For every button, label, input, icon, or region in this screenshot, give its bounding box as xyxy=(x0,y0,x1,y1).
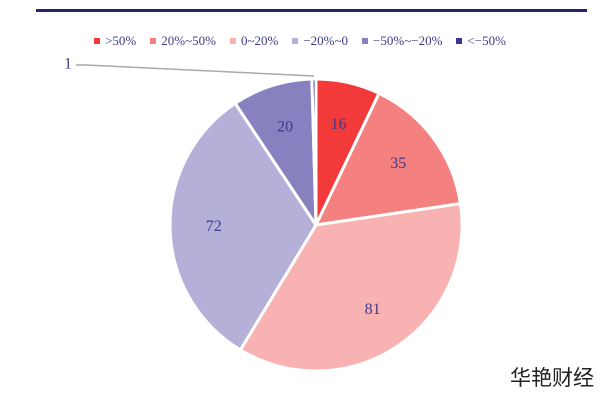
legend-label: <−50% xyxy=(467,33,506,48)
legend-swatch xyxy=(150,38,157,44)
legend-item: <−50% xyxy=(456,33,506,49)
legend-label: −20%~0 xyxy=(303,33,349,48)
legend-item: 20%~50% xyxy=(150,33,216,49)
data-label: 81 xyxy=(365,301,381,318)
legend-swatch xyxy=(362,38,369,44)
leader-line xyxy=(76,64,314,77)
legend-swatch xyxy=(456,38,463,44)
legend-label: >50% xyxy=(105,33,137,48)
legend-swatch xyxy=(229,38,236,44)
data-label: 20 xyxy=(277,118,293,135)
legend-swatch xyxy=(292,38,299,44)
pie-slice xyxy=(314,91,462,227)
legend-item: >50% xyxy=(94,33,136,49)
pie-slice xyxy=(168,101,318,352)
pie-slice xyxy=(233,77,318,227)
data-label: 16 xyxy=(331,116,347,133)
chart-legend: >50% 20%~50% 0~20% −20%~0 −50%~−20% <−50% xyxy=(0,33,600,49)
legend-label: −50%~−20% xyxy=(373,33,443,48)
legend-label: 0~20% xyxy=(240,33,279,48)
legend-item: −20%~0 xyxy=(292,33,348,49)
pie-slice xyxy=(238,202,464,373)
legend-item: −50%~−20% xyxy=(362,33,442,49)
data-label: 1 xyxy=(64,56,72,73)
data-label: 35 xyxy=(390,155,406,172)
data-label: 72 xyxy=(206,218,222,235)
legend-swatch xyxy=(94,38,101,44)
legend-label: 20%~50% xyxy=(161,33,216,48)
top-rule xyxy=(36,9,587,12)
watermark: 华艳财经 xyxy=(510,366,594,390)
legend-item: 0~20% xyxy=(229,33,279,49)
pie-slice xyxy=(310,77,318,227)
